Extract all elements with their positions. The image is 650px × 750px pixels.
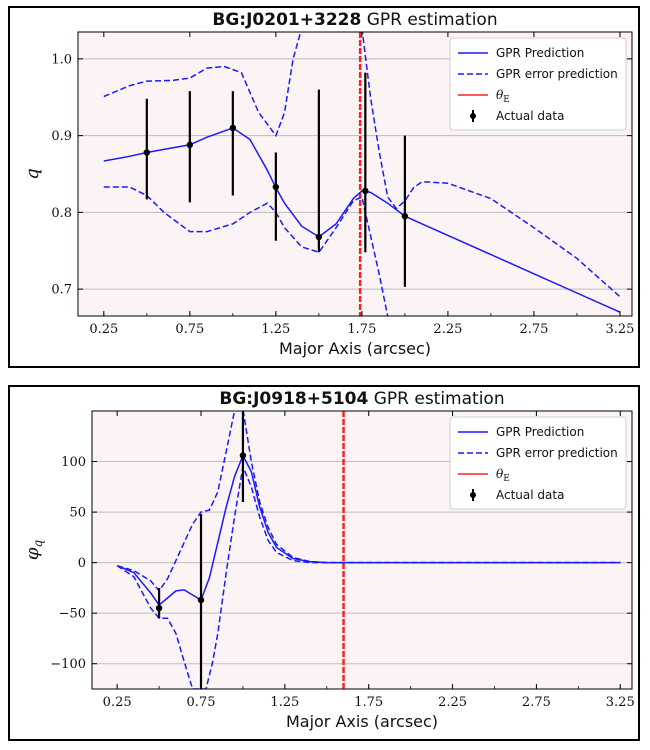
x-tick-label: 0.75 [187, 695, 216, 710]
y-tick-label: 0 [78, 556, 86, 571]
series-gpr-error [361, 32, 621, 298]
chart-title-suffix: GPR estimation [368, 389, 504, 409]
x-tick-label: 2.25 [433, 322, 462, 337]
chart-title-id: BG:J0201+3228 [212, 10, 361, 30]
x-tick-label: 0.75 [175, 322, 204, 337]
y-tick-label: −100 [50, 657, 86, 672]
chart-title: BG:J0201+3228 GPR estimation [212, 10, 497, 30]
legend-label-theta: θE [496, 467, 510, 484]
x-axis-label: Major Axis (arcsec) [279, 339, 431, 358]
series-gpr-error [116, 411, 621, 593]
y-axis-label-sub: q [31, 540, 45, 548]
data-point [362, 187, 369, 195]
y-tick-label: 50 [69, 506, 86, 521]
chart-panel-phi: BG:J0918+5104 GPR estimation 0.25 0.75 1.25… [8, 385, 640, 741]
legend-label-data: Actual data [496, 109, 564, 123]
y-axis-label: q [22, 168, 43, 180]
data-point [272, 183, 280, 191]
legend-box [449, 37, 627, 131]
legend-label-theta-symbol: θ [496, 88, 504, 102]
y-axis-label-main: φ [22, 547, 43, 560]
legend-label-theta-symbol: θ [496, 467, 504, 481]
x-tick-label: 1.75 [347, 322, 376, 337]
x-tick-label: 0.25 [103, 695, 132, 710]
x-tick-label: 0.25 [89, 322, 118, 337]
x-tick-label: 2.75 [522, 695, 551, 710]
legend: GPR Prediction GPR error prediction θE Actu… [449, 416, 627, 510]
data-point [186, 141, 194, 149]
legend-box [449, 416, 627, 510]
series-gpr-error [116, 463, 621, 689]
y-tick-label: 0.8 [51, 206, 72, 221]
x-tick-label: 1.25 [270, 695, 299, 710]
data-point [197, 596, 205, 604]
chart-panel-q: BG:J0201+3228 GPR estimation 0.25 0.75 1.25… [8, 6, 640, 368]
y-tick-label: 100 [61, 455, 86, 470]
chart-phi-svg: BG:J0918+5104 GPR estimation 0.25 0.75 1.25… [22, 389, 635, 731]
chart-q-svg: BG:J0201+3228 GPR estimation 0.25 0.75 1.25… [22, 10, 634, 358]
data-point [155, 604, 163, 612]
x-tick-label: 1.25 [261, 322, 290, 337]
legend-swatch-data-point [470, 492, 476, 498]
data-point [239, 452, 247, 459]
x-axis-label: Major Axis (arcsec) [286, 712, 438, 731]
y-tick-label: 1.0 [51, 52, 72, 67]
y-tick-label: 0.7 [51, 283, 72, 298]
data-point [315, 233, 323, 241]
chart-title: BG:J0918+5104 GPR estimation [219, 389, 504, 409]
legend-swatch-data-point [470, 113, 476, 119]
legend-label-theta: θE [496, 88, 510, 105]
legend-label-error: GPR error prediction [496, 67, 618, 81]
y-tick-label: −50 [59, 607, 86, 622]
x-tick-label: 3.25 [605, 322, 634, 337]
legend-label-data: Actual data [496, 488, 564, 502]
legend-label-theta-sub: E [503, 474, 510, 484]
y-axis-label: φq [22, 540, 45, 561]
chart-title-id: BG:J0918+5104 [219, 389, 368, 409]
y-tick-label: 0.9 [51, 129, 72, 144]
data-point [229, 124, 237, 132]
plot-frame [91, 410, 633, 690]
legend-label-prediction: GPR Prediction [496, 46, 584, 60]
plot-frame [77, 31, 633, 317]
plot-content [103, 32, 621, 316]
data-point [401, 213, 409, 220]
x-tick-label: 3.25 [606, 695, 635, 710]
x-tick-label: 2.75 [519, 322, 548, 337]
legend: GPR Prediction GPR error prediction θE Actu… [449, 37, 627, 131]
x-tick-label: 1.75 [354, 695, 383, 710]
legend-label-prediction: GPR Prediction [496, 425, 584, 439]
x-tick-label: 2.25 [438, 695, 467, 710]
y-axis-label-main: q [22, 168, 43, 180]
legend-label-theta-sub: E [503, 95, 510, 105]
series-gpr-error [103, 32, 302, 138]
plot-content [116, 411, 621, 689]
legend-label-error: GPR error prediction [496, 446, 618, 460]
data-point [143, 149, 151, 156]
chart-title-suffix: GPR estimation [361, 10, 497, 30]
